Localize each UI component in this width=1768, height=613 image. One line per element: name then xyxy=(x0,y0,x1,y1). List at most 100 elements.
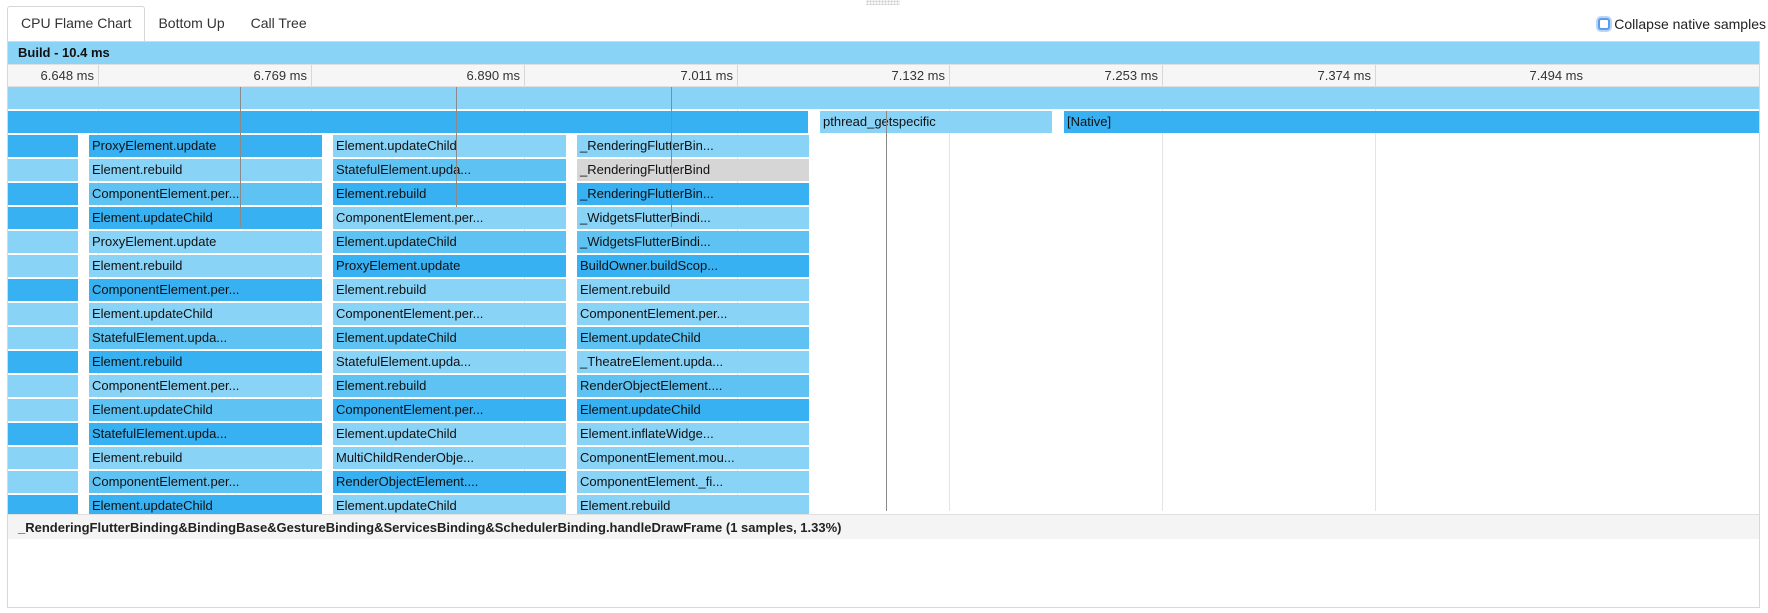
grid-line xyxy=(1162,87,1163,511)
flame-node[interactable]: ComponentElement._fi... xyxy=(577,471,809,493)
flame-node[interactable]: Element.updateChild xyxy=(333,423,566,445)
flame-node[interactable] xyxy=(8,351,78,373)
tick-line xyxy=(311,65,312,86)
flame-node[interactable] xyxy=(8,303,78,325)
flame-node[interactable]: [Native] xyxy=(1064,111,1759,133)
flame-node[interactable] xyxy=(8,471,78,493)
flame-node[interactable]: _WidgetsFlutterBindi... xyxy=(577,231,809,253)
flame-node[interactable] xyxy=(8,375,78,397)
flame-chart-area[interactable]: pthread_getspecific [Native] ProxyElement.… xyxy=(8,87,1759,517)
flame-node[interactable]: MultiChildRenderObje... xyxy=(333,447,566,469)
flame-node[interactable]: RenderObjectElement.... xyxy=(333,471,566,493)
flame-node[interactable]: Element.updateChild xyxy=(89,207,322,229)
flame-node[interactable]: ComponentElement.per... xyxy=(333,399,566,421)
grid-line xyxy=(1375,87,1376,511)
flame-node[interactable]: ComponentElement.per... xyxy=(577,303,809,325)
flame-node[interactable]: Element.updateChild xyxy=(577,399,809,421)
flame-node[interactable]: Element.updateChild xyxy=(333,231,566,253)
collapse-native-checkbox[interactable] xyxy=(1598,18,1611,30)
flame-node[interactable]: Element.rebuild xyxy=(577,495,809,517)
flame-node[interactable]: Element.rebuild xyxy=(89,447,322,469)
flame-node[interactable] xyxy=(8,423,78,445)
flame-node[interactable]: ProxyElement.update xyxy=(89,231,322,253)
flame-node[interactable] xyxy=(8,207,78,229)
tick-line xyxy=(524,65,525,86)
flame-node[interactable]: BuildOwner.buildScop... xyxy=(577,255,809,277)
flame-node[interactable]: RenderObjectElement.... xyxy=(577,375,809,397)
flame-chart-panel: Build - 10.4 ms 6.648 ms 6.769 ms 6.890 … xyxy=(7,41,1760,608)
tick-label: 7.494 ms xyxy=(1529,68,1583,83)
flame-node[interactable] xyxy=(8,111,808,133)
flame-node[interactable]: _RenderingFlutterBin... xyxy=(577,183,809,205)
flame-node[interactable] xyxy=(8,231,78,253)
selected-node-status: _RenderingFlutterBinding&BindingBase&Ges… xyxy=(8,514,1759,539)
flame-node[interactable]: Element.rebuild xyxy=(89,351,322,373)
tick-label: 6.648 ms xyxy=(40,68,94,83)
flame-node[interactable]: ComponentElement.per... xyxy=(89,471,322,493)
flame-node[interactable] xyxy=(8,399,78,421)
flame-node[interactable] xyxy=(8,495,78,517)
flame-node[interactable]: Element.inflateWidge... xyxy=(577,423,809,445)
flame-node[interactable]: Element.updateChild xyxy=(89,495,322,517)
grid-line xyxy=(949,87,950,511)
flame-node[interactable]: Element.rebuild xyxy=(333,375,566,397)
flame-node[interactable]: StatefulElement.upda... xyxy=(89,327,322,349)
flame-node[interactable]: StatefulElement.upda... xyxy=(89,423,322,445)
flame-node[interactable]: ComponentElement.mou... xyxy=(577,447,809,469)
flame-node[interactable]: Element.rebuild xyxy=(89,255,322,277)
flame-node[interactable]: Element.rebuild xyxy=(577,279,809,301)
tick-line xyxy=(1162,65,1163,86)
tick-label: 6.890 ms xyxy=(466,68,520,83)
flame-node[interactable]: Element.rebuild xyxy=(333,183,566,205)
flame-node[interactable]: StatefulElement.upda... xyxy=(333,159,566,181)
tick-label: 6.769 ms xyxy=(253,68,307,83)
flame-node[interactable]: _RenderingFlutterBind xyxy=(577,159,809,181)
tab-bottom-up[interactable]: Bottom Up xyxy=(158,15,225,31)
flame-node[interactable] xyxy=(8,279,78,301)
flame-node[interactable]: Element.rebuild xyxy=(89,159,322,181)
collapse-native-label: Collapse native samples xyxy=(1614,16,1766,32)
flame-node[interactable] xyxy=(8,87,1759,109)
flame-node[interactable]: _TheatreElement.upda... xyxy=(577,351,809,373)
flame-node[interactable]: Element.rebuild xyxy=(333,279,566,301)
flame-node[interactable]: Element.updateChild xyxy=(333,495,566,517)
flame-node[interactable]: _WidgetsFlutterBindi... xyxy=(577,207,809,229)
tick-line xyxy=(1375,65,1376,86)
flame-node[interactable]: Element.updateChild xyxy=(577,327,809,349)
flame-node[interactable] xyxy=(8,135,78,157)
flame-node[interactable]: ComponentElement.per... xyxy=(333,303,566,325)
flame-node[interactable]: ComponentElement.per... xyxy=(89,183,322,205)
timeline-ruler: 6.648 ms 6.769 ms 6.890 ms 7.011 ms 7.13… xyxy=(8,64,1759,87)
flame-node[interactable]: ProxyElement.update xyxy=(333,255,566,277)
resize-handle[interactable] xyxy=(866,0,900,5)
tick-label: 7.253 ms xyxy=(1104,68,1158,83)
tab-cpu-flame-chart[interactable]: CPU Flame Chart xyxy=(7,6,146,41)
time-marker-line xyxy=(671,87,672,227)
flame-node[interactable]: ProxyElement.update xyxy=(89,135,322,157)
profiler-tabs: CPU Flame Chart Bottom Up Call Tree xyxy=(7,6,320,41)
flame-node[interactable]: Element.updateChild xyxy=(333,327,566,349)
flame-node[interactable]: ComponentElement.per... xyxy=(333,207,566,229)
flame-node[interactable] xyxy=(8,183,78,205)
tick-label: 7.374 ms xyxy=(1317,68,1371,83)
flame-node[interactable]: StatefulElement.upda... xyxy=(333,351,566,373)
tab-call-tree[interactable]: Call Tree xyxy=(250,15,307,31)
tick-label: 7.132 ms xyxy=(891,68,945,83)
flame-node[interactable]: ComponentElement.per... xyxy=(89,279,322,301)
flame-node[interactable] xyxy=(8,447,78,469)
collapse-native-toggle[interactable]: Collapse native samples xyxy=(1598,16,1766,32)
flame-node[interactable]: Element.updateChild xyxy=(333,135,566,157)
time-marker-line xyxy=(886,111,887,511)
flame-node[interactable] xyxy=(8,159,78,181)
tick-line xyxy=(949,65,950,86)
flame-node[interactable]: _RenderingFlutterBin... xyxy=(577,135,809,157)
tick-line xyxy=(737,65,738,86)
flame-node[interactable] xyxy=(8,255,78,277)
flame-node[interactable] xyxy=(8,327,78,349)
flame-node[interactable]: Element.updateChild xyxy=(89,303,322,325)
build-section-header: Build - 10.4 ms xyxy=(8,42,1759,64)
flame-node[interactable]: pthread_getspecific xyxy=(820,111,1052,133)
tick-line xyxy=(98,65,99,86)
flame-node[interactable]: ComponentElement.per... xyxy=(89,375,322,397)
flame-node[interactable]: Element.updateChild xyxy=(89,399,322,421)
